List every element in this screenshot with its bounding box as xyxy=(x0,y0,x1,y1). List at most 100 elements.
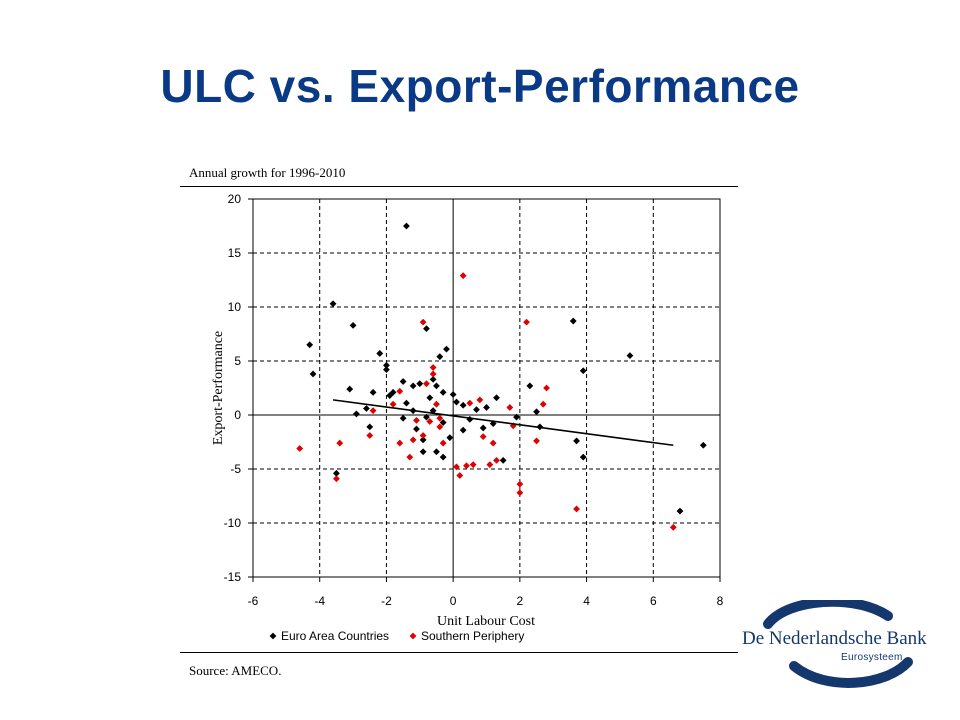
x-tick-label: -2 xyxy=(381,594,392,608)
plot-frame xyxy=(252,198,721,578)
logo-subtitle: Eurosysteem xyxy=(841,652,903,663)
data-point-euro-area xyxy=(383,366,390,374)
data-point-euro-area xyxy=(439,419,447,426)
y-tick-label: -5 xyxy=(230,462,241,476)
data-point-southern-periphery xyxy=(506,404,514,411)
data-point-euro-area xyxy=(419,448,427,456)
y-tick-label: -10 xyxy=(224,516,242,530)
data-point-southern-periphery xyxy=(419,318,427,326)
data-point-euro-area xyxy=(626,352,634,359)
data-point-euro-area xyxy=(699,441,707,449)
tick-layer: -6 -4 -2 0 2 4 6 8 20 15 10 5 0 -5 -10 -15 xyxy=(224,192,724,608)
x-tick-label: -6 xyxy=(248,594,259,608)
data-point-euro-area xyxy=(676,507,684,515)
data-point-southern-periphery xyxy=(539,400,547,408)
data-point-euro-area xyxy=(419,436,427,444)
data-point-euro-area xyxy=(416,380,424,388)
point-layer xyxy=(296,222,707,531)
data-point-euro-area xyxy=(479,424,487,432)
data-point-euro-area xyxy=(436,353,444,361)
data-point-southern-periphery xyxy=(332,475,340,483)
x-tick-label: 8 xyxy=(717,594,724,608)
logo-name: De Nederlandsche Bank xyxy=(742,628,927,649)
data-point-southern-periphery xyxy=(543,384,550,392)
data-point-euro-area xyxy=(443,345,450,353)
data-point-southern-periphery xyxy=(456,472,464,479)
data-point-euro-area xyxy=(433,382,440,390)
x-tick-label: 4 xyxy=(583,594,590,608)
chart-subtitle: Annual growth for 1996-2010 xyxy=(189,165,346,180)
data-point-euro-area xyxy=(526,382,534,390)
data-point-euro-area xyxy=(466,415,474,423)
data-point-southern-periphery xyxy=(429,364,437,371)
data-point-southern-periphery xyxy=(396,439,404,447)
data-point-euro-area xyxy=(369,388,377,396)
data-point-southern-periphery xyxy=(533,437,540,445)
data-point-euro-area xyxy=(399,378,407,385)
grid-layer xyxy=(253,199,720,577)
data-point-euro-area xyxy=(483,404,490,411)
data-point-southern-periphery xyxy=(423,380,430,388)
data-point-euro-area xyxy=(499,456,507,464)
x-tick-label: 0 xyxy=(450,594,457,608)
trendline xyxy=(332,399,674,447)
y-tick-label: 10 xyxy=(228,300,242,314)
data-point-southern-periphery xyxy=(516,489,524,497)
y-tick-label: 0 xyxy=(234,408,241,422)
data-point-southern-periphery xyxy=(409,436,417,444)
data-point-southern-periphery xyxy=(419,432,427,439)
data-point-southern-periphery xyxy=(439,439,447,447)
data-point-southern-periphery xyxy=(296,445,304,452)
data-point-euro-area xyxy=(346,385,354,393)
y-tick-label: 20 xyxy=(228,192,242,206)
data-point-southern-periphery xyxy=(573,505,580,513)
data-point-southern-periphery xyxy=(366,432,374,439)
data-point-euro-area xyxy=(329,300,337,308)
data-point-euro-area xyxy=(403,222,410,230)
data-point-southern-periphery xyxy=(516,480,524,488)
data-point-southern-periphery xyxy=(459,272,467,280)
data-point-southern-periphery xyxy=(463,462,470,470)
data-point-euro-area xyxy=(579,367,587,375)
data-point-southern-periphery xyxy=(369,407,377,415)
data-point-southern-periphery xyxy=(523,318,530,326)
data-point-southern-periphery xyxy=(436,414,444,422)
data-point-southern-periphery xyxy=(469,461,477,469)
data-point-southern-periphery xyxy=(429,370,437,378)
data-point-euro-area xyxy=(376,350,384,357)
data-point-southern-periphery xyxy=(489,439,497,447)
data-point-euro-area xyxy=(363,405,370,412)
source-note: Source: AMECO. xyxy=(189,663,282,678)
data-point-southern-periphery xyxy=(396,387,404,395)
data-point-euro-area xyxy=(446,434,454,442)
data-point-euro-area xyxy=(513,413,520,421)
data-point-euro-area xyxy=(349,321,357,329)
data-point-euro-area xyxy=(473,406,480,413)
legend: Euro Area Countries Southern Periphery xyxy=(269,629,524,643)
data-point-euro-area xyxy=(409,382,417,390)
data-point-southern-periphery xyxy=(466,399,474,407)
data-point-euro-area xyxy=(453,398,460,406)
data-point-euro-area xyxy=(423,413,430,421)
slide-title: ULC vs. Export-Performance xyxy=(160,60,800,112)
y-tick-label: 15 xyxy=(228,246,242,260)
x-tick-label: -4 xyxy=(314,594,325,608)
data-point-euro-area xyxy=(429,375,437,383)
y-axis-label: Export-Performance xyxy=(211,331,226,445)
data-point-southern-periphery xyxy=(433,400,440,408)
data-point-southern-periphery xyxy=(389,400,397,408)
data-point-euro-area xyxy=(386,392,394,399)
legend-label-southern-periphery: Southern Periphery xyxy=(421,629,524,643)
top-rule xyxy=(180,186,738,187)
data-point-southern-periphery xyxy=(406,453,414,461)
bottom-rule xyxy=(180,652,738,653)
x-tick-label: 6 xyxy=(650,594,657,608)
data-point-southern-periphery xyxy=(486,461,494,469)
data-point-euro-area xyxy=(439,388,447,396)
data-point-euro-area xyxy=(433,448,440,456)
data-point-euro-area xyxy=(399,414,407,422)
data-point-southern-periphery xyxy=(493,456,500,464)
y-tick-label: -15 xyxy=(224,570,242,584)
data-point-euro-area xyxy=(573,437,580,445)
